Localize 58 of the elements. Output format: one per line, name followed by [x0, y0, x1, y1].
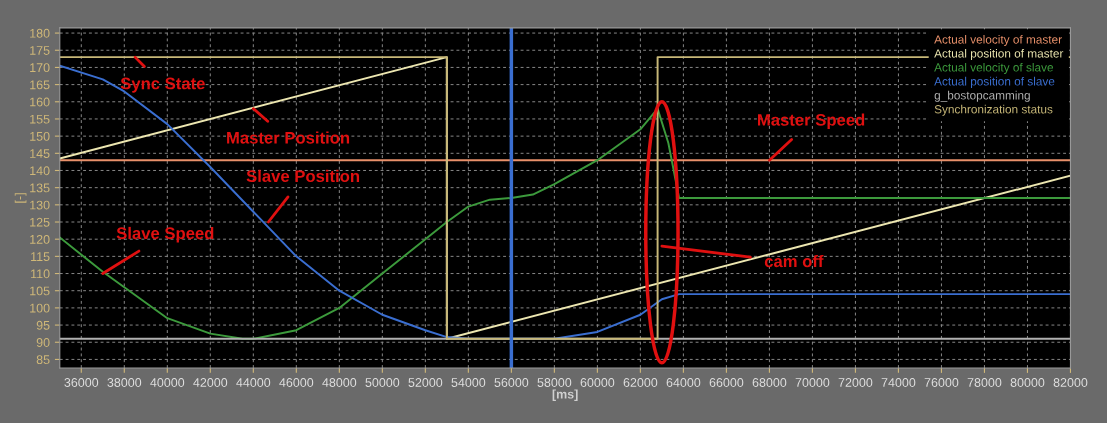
- y-tick-label: 140: [30, 166, 50, 176]
- x-tick-label: 64000: [666, 378, 701, 387]
- text: Synchronization status: [934, 104, 1053, 116]
- x-tick-label: 50000: [365, 378, 400, 387]
- y-axis-title: [-]: [14, 193, 27, 203]
- x-tick-label: 62000: [623, 378, 658, 387]
- x-tick-label: 52000: [408, 378, 443, 387]
- annotation: Master Speed: [758, 113, 865, 130]
- x-tick-label: 66000: [709, 378, 744, 387]
- y-tick-label: 115: [31, 252, 50, 262]
- annotation: Slave Speed: [116, 226, 214, 243]
- x-tick-label: 40000: [150, 378, 185, 387]
- y-tick-label: 135: [30, 183, 50, 193]
- y-tick-label: 170: [30, 63, 50, 73]
- y-tick-label: 90: [36, 338, 50, 347]
- text: Actual velocity of master: [934, 35, 1062, 47]
- x-tick-label: 54000: [451, 378, 486, 387]
- y-tick-label: 145: [30, 149, 50, 158]
- y-tick-label: 125: [30, 217, 50, 227]
- x-axis-title: [ms]: [552, 389, 578, 402]
- x-tick-label: 60000: [580, 378, 615, 387]
- x-tick-label: 56000: [494, 378, 529, 387]
- y-tick-label: 150: [30, 131, 50, 141]
- x-tick-label: 58000: [537, 378, 572, 387]
- y-tick-label: 100: [30, 303, 50, 313]
- y-tick-label: 165: [30, 80, 50, 90]
- x-tick-label: 38000: [107, 378, 142, 387]
- annotation: Slave Position: [246, 169, 360, 183]
- x-tick-label: 42000: [193, 378, 228, 387]
- x-tick-label: 46000: [279, 378, 314, 387]
- y-tick-label: 155: [30, 114, 50, 124]
- annotation: cam off: [764, 254, 824, 268]
- x-tick-label: 48000: [322, 378, 357, 387]
- x-tick-label: 72000: [838, 378, 873, 387]
- x-tick-label: 74000: [881, 378, 916, 387]
- y-tick-label: 105: [30, 286, 50, 296]
- x-tick-label: 78000: [967, 378, 1002, 387]
- y-tick-label: 175: [30, 46, 50, 55]
- y-tick-label: 180: [30, 28, 50, 38]
- x-tick-label: 36000: [64, 378, 99, 387]
- y-tick-label: 160: [30, 97, 50, 107]
- text: Actual position of master: [934, 48, 1064, 60]
- x-tick-label: 70000: [795, 378, 830, 387]
- y-tick-label: 85: [36, 355, 50, 365]
- x-tick-label: 82000: [1053, 378, 1088, 387]
- text: Actual velocity of slave: [934, 62, 1054, 74]
- annotation: Master Position: [227, 131, 350, 144]
- y-tick-label: 120: [30, 234, 50, 244]
- text: Actual position of slave: [934, 76, 1055, 88]
- x-tick-label: 76000: [924, 378, 959, 387]
- y-tick-label: 95: [36, 320, 50, 330]
- annotation: Sync State: [120, 77, 205, 93]
- y-tick-label: 110: [31, 269, 50, 279]
- y-tick-label: 130: [30, 200, 50, 210]
- text: g_bostopcamming: [934, 90, 1030, 102]
- x-tick-label: 68000: [752, 378, 787, 387]
- x-tick-label: 80000: [1010, 378, 1045, 387]
- x-tick-label: 44000: [236, 378, 271, 387]
